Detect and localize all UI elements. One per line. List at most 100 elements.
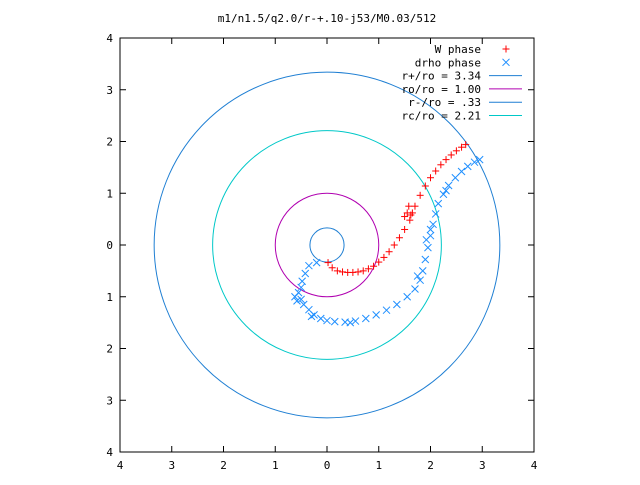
y-tick-label: 2 xyxy=(106,343,113,356)
legend-marker-sample xyxy=(502,45,510,53)
y-tick-label: 0 xyxy=(106,239,113,252)
series-1-point-4 xyxy=(339,268,347,276)
x-tick-label: 1 xyxy=(272,459,279,472)
legend-label: r-/ro = .33 xyxy=(408,96,481,109)
series-2-point-5 xyxy=(297,283,305,292)
series-2-point-29 xyxy=(431,210,440,218)
legend-label: rc/ro = 2.21 xyxy=(402,110,481,123)
series-1-point-11 xyxy=(375,258,383,266)
series-2-point-36 xyxy=(470,158,479,167)
series-2-point-33 xyxy=(451,173,460,182)
series-1-point-27 xyxy=(452,147,460,155)
series-2-point-1 xyxy=(312,258,321,267)
series-1-point-13 xyxy=(385,248,393,256)
series-1-point-25 xyxy=(442,156,450,164)
series-1-point-19 xyxy=(411,202,419,210)
series-2-point-22 xyxy=(411,285,419,293)
series-2-point-40 xyxy=(413,272,422,280)
series-1-point-8 xyxy=(359,267,367,275)
series-1-point-23 xyxy=(432,167,440,175)
series-2-point-42 xyxy=(307,312,316,321)
series-1-point-33 xyxy=(401,213,409,221)
series-2-point-37 xyxy=(475,155,484,164)
series-1-point-1 xyxy=(324,259,332,267)
legend-marker-sample xyxy=(502,58,510,67)
series-2-point-21 xyxy=(403,292,412,301)
series-1-point-14 xyxy=(390,241,398,249)
y-tick-label: 4 xyxy=(106,32,113,45)
series-2-point-30 xyxy=(434,199,443,208)
series-2-point-31 xyxy=(439,190,448,199)
y-tick-label: 4 xyxy=(106,446,113,459)
series-circle-2 xyxy=(274,192,380,298)
series-1-point-26 xyxy=(447,151,455,159)
y-tick-label: 1 xyxy=(106,187,113,200)
series-1-point-3 xyxy=(333,267,341,275)
series-2-point-18 xyxy=(372,311,381,319)
x-tick-label: 3 xyxy=(168,459,175,472)
series-circle-3 xyxy=(309,227,345,263)
x-tick-label: 2 xyxy=(220,459,227,472)
series-2-point-11 xyxy=(310,311,318,319)
series-2-point-3 xyxy=(301,269,310,278)
series-2-point-39 xyxy=(422,235,431,244)
series-2-point-19 xyxy=(382,306,391,315)
series-2-point-44 xyxy=(442,186,450,195)
series-circle-1 xyxy=(153,71,501,419)
series-2-point-23 xyxy=(416,276,425,285)
series-1-point-9 xyxy=(364,265,372,273)
series-1-point-31 xyxy=(405,202,413,210)
series-1-point-17 xyxy=(406,216,414,224)
series-1-point-21 xyxy=(421,182,429,190)
series-2-point-12 xyxy=(316,314,325,323)
x-tick-label: 3 xyxy=(479,459,486,472)
series-1-point-24 xyxy=(437,161,445,169)
series-2-point-32 xyxy=(444,181,453,190)
legend-label: W phase xyxy=(435,43,481,56)
series-2-point-41 xyxy=(293,297,301,305)
series-2-point-4 xyxy=(298,277,307,286)
x-tick-label: 4 xyxy=(117,459,124,472)
series-1-point-22 xyxy=(427,174,434,182)
series-1-point-7 xyxy=(354,268,362,276)
x-tick-label: 4 xyxy=(531,459,538,472)
series-2-point-25 xyxy=(421,255,430,264)
series-1-point-30 xyxy=(403,209,411,217)
series-2-point-14 xyxy=(330,317,339,326)
series-2-point-17 xyxy=(361,314,370,323)
legend-label: ro/ro = 1.00 xyxy=(402,83,481,96)
series-1-point-20 xyxy=(416,191,424,199)
series-1-point-10 xyxy=(370,262,378,270)
series-circle-4 xyxy=(212,130,442,360)
x-tick-label: 2 xyxy=(427,459,434,472)
y-tick-label: 3 xyxy=(106,394,113,407)
series-1-point-16 xyxy=(401,225,409,233)
legend-label: r+/ro = 3.34 xyxy=(402,70,482,83)
series-2-point-34 xyxy=(457,167,466,176)
series-2-point-35 xyxy=(463,162,472,171)
series-2-point-13 xyxy=(323,316,331,325)
series-1-point-15 xyxy=(395,234,403,242)
series-2-point-2 xyxy=(305,261,313,270)
chart-title: m1/n1.5/q2.0/r-+.10-j53/M0.03/512 xyxy=(218,12,437,25)
series-2-point-7 xyxy=(291,292,299,301)
series-2-point-8 xyxy=(297,295,305,304)
series-2-point-38 xyxy=(426,225,435,234)
series-1-point-12 xyxy=(380,253,388,261)
series-1-point-32 xyxy=(407,211,415,219)
series-2-point-43 xyxy=(346,318,355,327)
y-tick-label: 2 xyxy=(106,136,113,149)
series-2-point-16 xyxy=(351,317,360,325)
series-2-point-20 xyxy=(393,300,401,309)
series-1-point-6 xyxy=(349,268,357,276)
series-1-point-28 xyxy=(458,143,466,151)
legend-label: drho phase xyxy=(415,56,481,69)
y-tick-label: 1 xyxy=(106,291,113,304)
series-1-point-29 xyxy=(462,141,470,149)
series-2-point-28 xyxy=(429,220,437,229)
series-1-point-2 xyxy=(328,264,336,272)
x-tick-label: 0 xyxy=(324,459,331,472)
x-tick-label: 1 xyxy=(375,459,382,472)
y-tick-label: 3 xyxy=(106,84,113,97)
